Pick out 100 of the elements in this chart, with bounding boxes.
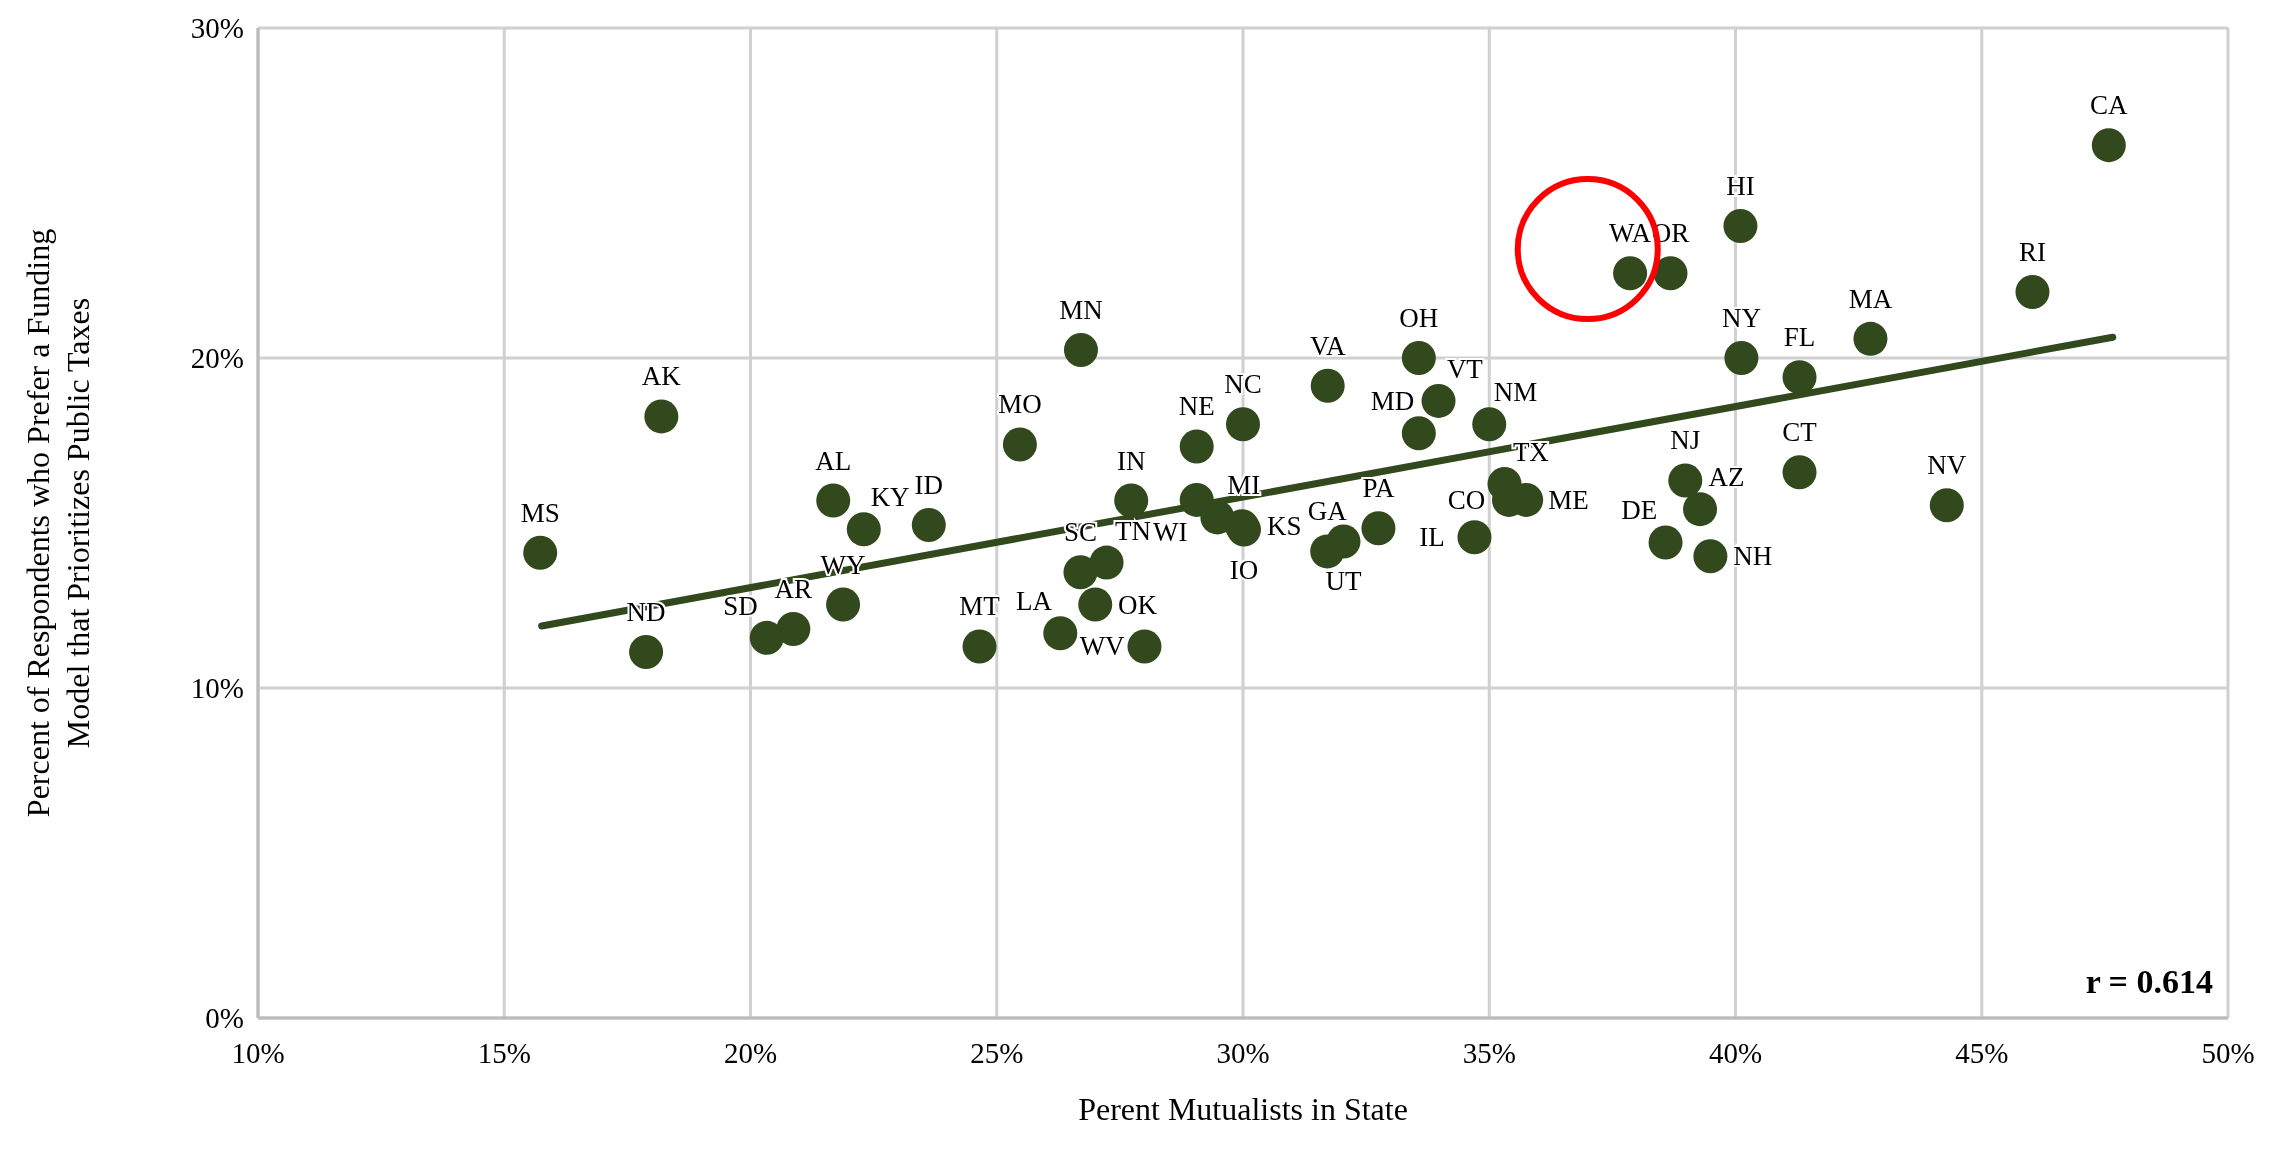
data-label: IO	[1229, 554, 1259, 585]
data-label: RI	[2018, 237, 2046, 267]
point	[1693, 539, 1728, 574]
data-label: CO	[1447, 484, 1486, 515]
y-tick-label: 20%	[190, 342, 244, 374]
x-tick-label: 45%	[1955, 1037, 2009, 1069]
data-label: AL	[815, 445, 852, 476]
point	[1078, 587, 1113, 622]
point	[1063, 333, 1098, 368]
point	[749, 620, 784, 655]
data-label: ID	[914, 469, 944, 500]
data-label: AK	[641, 361, 682, 392]
point	[1653, 256, 1688, 291]
point	[1929, 488, 1964, 523]
x-tick-label: 30%	[1216, 1037, 1270, 1069]
point	[1401, 416, 1436, 451]
x-tick-label: 20%	[723, 1037, 778, 1069]
data-label: KY	[870, 482, 910, 513]
x-axis-title: Perent Mutualists in State	[1078, 1091, 1408, 1127]
x-tick-label: 10%	[231, 1037, 285, 1069]
point	[826, 587, 861, 622]
point	[1782, 360, 1817, 395]
point	[846, 512, 881, 547]
point	[1668, 463, 1703, 498]
data-label: MT	[959, 591, 1001, 622]
point	[1683, 492, 1718, 527]
data-label: CT	[1782, 417, 1818, 448]
point	[1310, 534, 1345, 569]
data-label: MN	[1059, 295, 1103, 326]
point	[1723, 209, 1758, 243]
data-label: PA	[1362, 473, 1395, 504]
point	[1421, 383, 1456, 418]
point	[1361, 511, 1396, 546]
data-label: LA	[1015, 586, 1053, 617]
data-label: TN	[1114, 515, 1151, 546]
x-tick-label: 15%	[477, 1037, 531, 1069]
data-label: MO	[998, 389, 1042, 420]
point	[1648, 525, 1683, 560]
data-label: MI	[1227, 470, 1261, 501]
y-tick-label: 0%	[205, 1002, 244, 1034]
point	[1002, 427, 1037, 462]
point	[1063, 555, 1098, 590]
data-label: FL	[1783, 322, 1816, 353]
point	[1472, 407, 1507, 442]
data-label: WA	[1609, 218, 1652, 249]
point	[911, 507, 946, 542]
point	[962, 629, 997, 664]
data-label: OK	[1118, 589, 1158, 620]
point	[1114, 483, 1149, 518]
point	[1127, 629, 1162, 664]
point	[629, 635, 664, 670]
data-label: SD	[723, 590, 758, 621]
point	[523, 535, 558, 570]
point	[644, 399, 679, 434]
x-tick-label: 40%	[1708, 1037, 1763, 1069]
data-label: NM	[1493, 377, 1538, 408]
point	[2091, 128, 2126, 163]
data-label: MA	[1848, 283, 1893, 314]
data-label: OH	[1399, 303, 1439, 333]
data-label: NV	[1927, 450, 1967, 481]
point	[1226, 407, 1260, 442]
annotation: r = 0.614	[2085, 963, 2213, 1000]
point	[1457, 520, 1492, 555]
y-tick-label: 10%	[190, 672, 244, 704]
point	[1853, 321, 1888, 356]
point	[776, 611, 811, 646]
data-label: WI	[1153, 516, 1188, 547]
data-label: NH	[1733, 541, 1773, 572]
data-label: AR	[774, 573, 813, 604]
data-label: WV	[1079, 631, 1126, 662]
data-label: ME	[1548, 484, 1589, 515]
data-label: IN	[1116, 445, 1146, 476]
data-label: MD	[1370, 386, 1415, 417]
point	[1179, 429, 1214, 464]
data-label: HI	[1726, 171, 1755, 201]
data-label: GA	[1307, 496, 1348, 527]
data-label: UT	[1325, 566, 1362, 597]
data-label: DE	[1621, 495, 1658, 526]
data-label: NC	[1224, 369, 1262, 400]
x-tick-label: 35%	[1462, 1037, 1516, 1069]
x-tick-label: 50%	[2201, 1037, 2255, 1069]
data-label: CA	[2090, 90, 2129, 121]
y-tick-label: 30%	[190, 12, 244, 44]
point	[1310, 368, 1345, 403]
data-label: NJ	[1670, 425, 1701, 456]
point	[1401, 341, 1436, 375]
data-label: MS	[520, 497, 560, 528]
y-axis-title: Percent of Respondents who Prefer a Funding Model that Prioritizes Public Taxes	[20, 228, 96, 818]
x-tick-label: 25%	[970, 1037, 1024, 1069]
data-label: NE	[1178, 391, 1215, 422]
data-label: KS	[1267, 511, 1302, 542]
point	[816, 483, 851, 518]
point	[1613, 256, 1648, 291]
data-label: NY	[1721, 303, 1761, 333]
data-label: IL	[1419, 522, 1445, 553]
point	[1089, 545, 1124, 580]
data-label: VT	[1446, 353, 1484, 384]
point	[1782, 455, 1817, 490]
data-label: AZ	[1708, 462, 1745, 493]
data-label: VA	[1309, 330, 1346, 361]
